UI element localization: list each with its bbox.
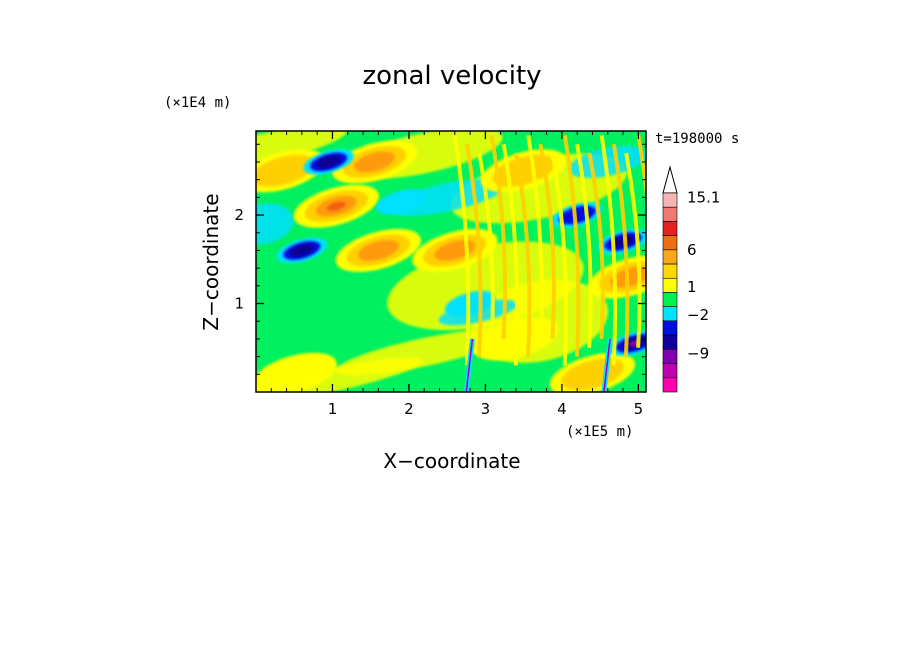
positive-velocity-contour <box>256 154 315 187</box>
positive-velocity-contour <box>354 151 395 173</box>
negative-velocity-contour <box>289 244 314 257</box>
colorbar: 15.1 6 1 −2 −9 <box>662 165 720 393</box>
x-tick-label: 1 <box>328 400 338 418</box>
wave-stripe <box>501 143 520 366</box>
colorbar-swatch <box>662 277 678 293</box>
x-unit-label: (×1E5 m) <box>566 424 633 440</box>
colorbar-swatch <box>662 221 678 236</box>
field-layer <box>256 131 646 392</box>
colorbar-swatch <box>662 206 678 222</box>
colorbar-swatch <box>662 249 678 265</box>
colorbar-swatch <box>662 263 678 279</box>
wave-stripe <box>624 152 642 348</box>
colorbar-swatch <box>662 320 678 336</box>
field-band <box>256 357 423 392</box>
negative-velocity-contour <box>376 189 427 215</box>
wave-stripe <box>526 135 544 348</box>
colorbar-swatch <box>662 192 678 208</box>
sharp-feature-core <box>465 338 474 392</box>
colorbar-swatch <box>662 292 678 308</box>
wave-stripe <box>465 143 483 357</box>
colorbar-tick-label: −2 <box>687 306 709 324</box>
x-axis-title: X−coordinate <box>383 449 520 473</box>
colorbar-extend-arrow <box>662 165 678 194</box>
y-tick-label: 1 <box>234 295 244 313</box>
colorbar-swatch <box>662 377 678 393</box>
y-unit-label: (×1E4 m) <box>164 95 231 111</box>
wave-stripe <box>587 152 605 340</box>
plot-frame <box>255 130 647 393</box>
positive-velocity-contour <box>256 352 337 392</box>
colorbar-tick-label: 15.1 <box>687 188 720 206</box>
field-band <box>256 131 348 165</box>
x-tick-label: 2 <box>404 400 414 418</box>
x-axis: 1 2 3 4 5 <box>270 131 644 418</box>
wave-stripe <box>575 143 593 348</box>
colorbar-swatch <box>662 334 678 350</box>
wave-stripe <box>477 152 495 348</box>
wave-stripe <box>538 143 556 340</box>
colorbar-tick-label: 6 <box>687 241 697 259</box>
time-label: t=198000 s <box>655 131 739 147</box>
wave-stripe <box>514 152 532 357</box>
negative-velocity-contour <box>316 155 341 169</box>
negative-velocity-contour <box>610 235 636 248</box>
colorbar-swatch <box>662 349 678 364</box>
colorbar-swatch <box>662 306 678 322</box>
colorbar-swatch <box>662 235 678 251</box>
x-tick-label: 5 <box>634 400 644 418</box>
colorbar-tick-label: 1 <box>687 278 697 296</box>
x-tick-label: 3 <box>481 400 491 418</box>
wave-stripe <box>562 135 581 357</box>
colorbar-tick-label: −9 <box>687 345 709 363</box>
wave-stripe <box>611 143 630 357</box>
field-band <box>256 203 294 245</box>
positive-velocity-contour <box>357 240 399 261</box>
wave-stripe <box>550 152 569 366</box>
colorbar-swatch <box>662 363 678 379</box>
wave-stripe <box>452 135 471 366</box>
wave-stripe <box>636 135 646 207</box>
sharp-feature-core <box>603 338 611 392</box>
y-axis: 12 <box>234 143 646 375</box>
y-axis-title: Z−coordinate <box>199 193 223 330</box>
wave-stripe <box>599 135 618 366</box>
y-tick-label: 2 <box>234 206 244 224</box>
x-tick-label: 4 <box>557 400 567 418</box>
wave-stripe <box>489 135 508 340</box>
chart-title: zonal velocity <box>362 61 541 91</box>
field-band <box>388 178 506 216</box>
positive-velocity-contour <box>326 201 346 211</box>
